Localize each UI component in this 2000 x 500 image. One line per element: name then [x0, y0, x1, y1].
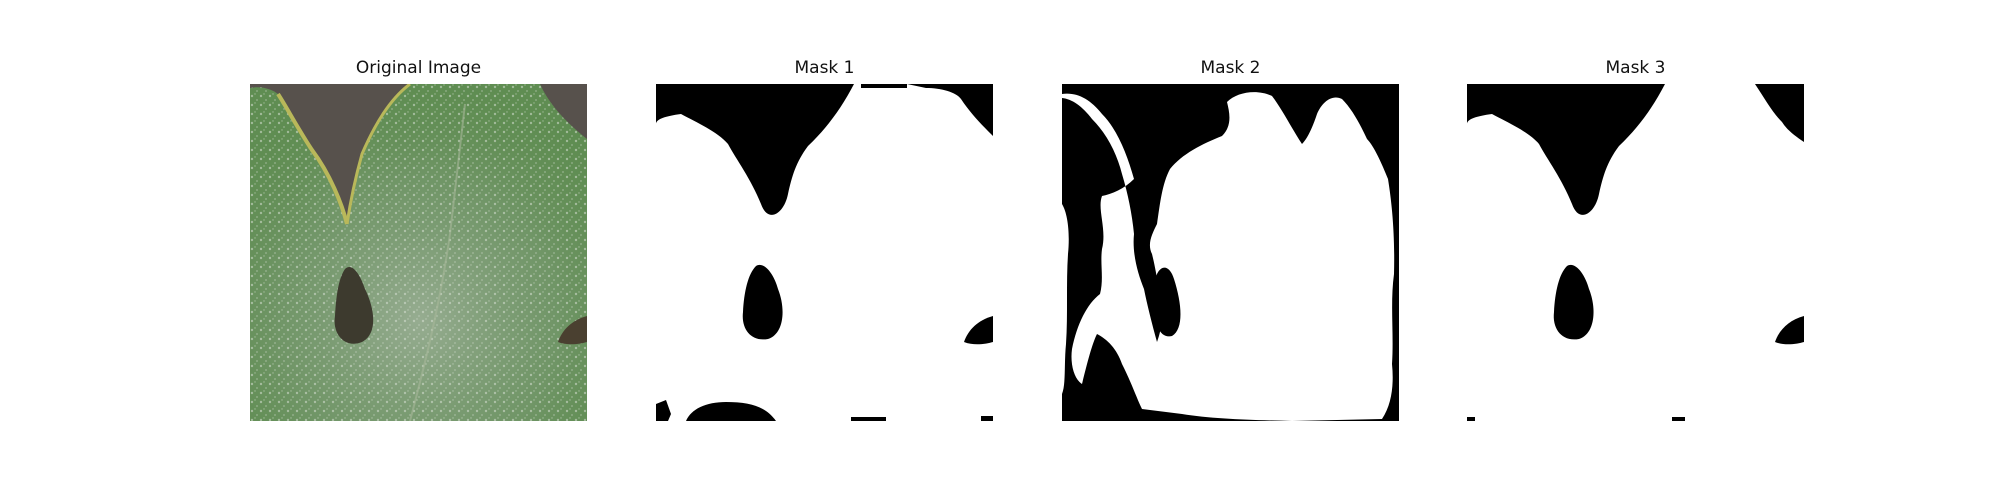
background-cloth [278, 84, 587, 224]
mask-3-panel: Mask 3 [1467, 58, 1804, 421]
original-leaf-photo [250, 84, 587, 421]
leaf-hole [334, 266, 374, 344]
panel-title-original: Original Image [355, 58, 482, 78]
panel-title-mask-1: Mask 1 [794, 58, 855, 78]
original-image-panel: Original Image [250, 58, 587, 421]
mask-3-image [1467, 84, 1804, 421]
mask-1-image [656, 84, 993, 421]
panel-title-mask-3: Mask 3 [1605, 58, 1666, 78]
mask-2-image [1062, 84, 1399, 421]
mask-2-panel: Mask 2 [1062, 58, 1399, 421]
panel-title-mask-2: Mask 2 [1200, 58, 1261, 78]
mask-1-panel: Mask 1 [656, 58, 993, 421]
